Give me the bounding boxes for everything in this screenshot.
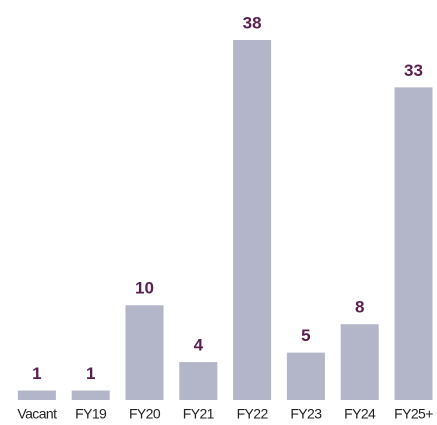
- value-label: 8: [355, 298, 364, 317]
- value-label: 10: [135, 279, 154, 298]
- x-tick-label: FY20: [129, 406, 161, 422]
- x-tick-label: FY19: [75, 406, 107, 422]
- x-tick-label: FY22: [237, 406, 269, 422]
- value-label: 1: [32, 364, 41, 383]
- bar: [179, 362, 218, 400]
- bar: [340, 324, 379, 400]
- x-tick-label: Vacant: [17, 406, 57, 422]
- value-label: 4: [194, 336, 204, 355]
- bar: [394, 87, 433, 401]
- value-label: 38: [243, 13, 262, 32]
- bar: [71, 390, 110, 400]
- x-tick-label: FY23: [290, 406, 322, 422]
- bar: [125, 305, 164, 400]
- value-label: 1: [86, 364, 95, 383]
- x-tick-label: FY24: [344, 406, 376, 422]
- value-label: 33: [404, 61, 423, 80]
- x-tick-label: FY21: [183, 406, 215, 422]
- value-label: 5: [301, 326, 310, 345]
- x-tick-label: FY25+: [394, 406, 433, 422]
- bar: [233, 40, 272, 400]
- bar: [286, 352, 325, 400]
- bar: [17, 390, 56, 400]
